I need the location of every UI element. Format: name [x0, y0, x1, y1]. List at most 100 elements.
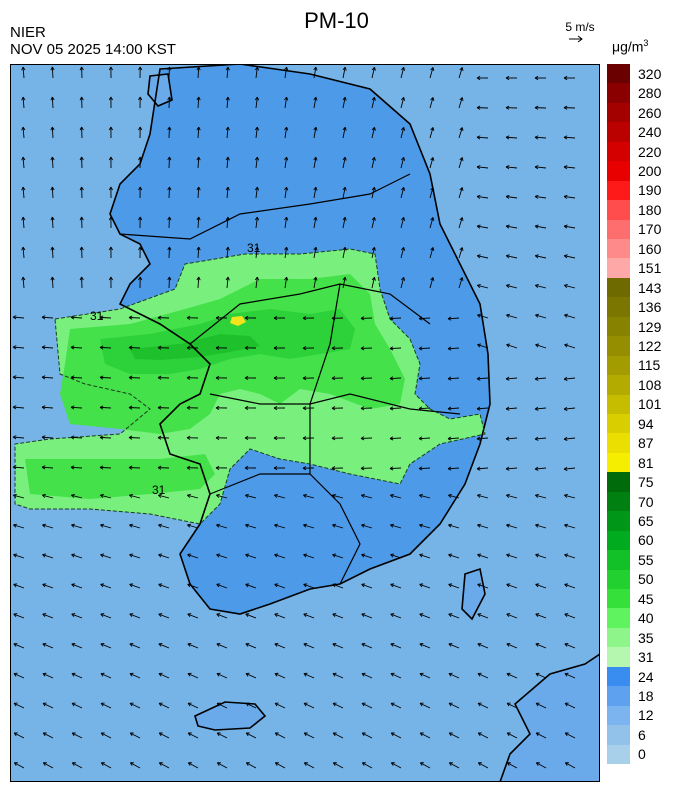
wind-vector-arrow-icon — [215, 345, 228, 350]
wind-vector-arrow-icon — [79, 126, 84, 139]
wind-vector-arrow-icon — [215, 435, 228, 440]
wind-vector-arrow-icon — [244, 435, 257, 441]
wind-vector-arrow-icon — [244, 405, 257, 411]
wind-vector-arrow-icon — [71, 553, 83, 559]
wind-vector-arrow-icon — [371, 276, 376, 289]
wind-vector-arrow-icon — [71, 613, 83, 619]
pm10-hotspot-81 — [230, 316, 246, 326]
wind-vector-arrow-icon — [274, 523, 286, 529]
wind-vector-arrow-icon — [187, 762, 199, 769]
wind-vector-arrow-icon — [158, 493, 170, 499]
wind-vector-arrow-icon — [429, 127, 435, 139]
wind-vector-arrow-icon — [418, 406, 431, 411]
legend-swatch — [607, 336, 630, 357]
wind-vector-arrow-icon — [187, 613, 199, 619]
wind-vector-arrow-icon — [371, 186, 376, 199]
legend-label: 280 — [638, 85, 662, 102]
wind-vector-arrow-icon — [100, 672, 112, 679]
wind-vector-arrow-icon — [313, 216, 318, 229]
legend-label: 12 — [638, 707, 654, 724]
wind-vector-arrow-icon — [21, 276, 26, 289]
wind-vector-arrow-icon — [186, 315, 199, 320]
legend-label: 81 — [638, 454, 654, 471]
wind-vector-arrow-icon — [400, 217, 406, 229]
wind-vector-arrow-icon — [476, 105, 489, 110]
wind-vector-arrow-icon — [71, 583, 83, 589]
wind-vector-arrow-icon — [128, 375, 141, 380]
contour-label-north: 31 — [90, 309, 104, 323]
wind-vector-arrow-icon — [245, 762, 257, 769]
wind-vector-arrow-icon — [458, 187, 464, 199]
legend-label: 55 — [638, 551, 654, 568]
ulleung-east-land — [462, 569, 485, 619]
wind-vector-arrow-icon — [371, 126, 376, 139]
wind-vector-arrow-icon — [13, 702, 25, 709]
wind-vector-arrow-icon — [167, 66, 172, 79]
wind-reference-label: 5 m/s — [565, 20, 595, 34]
wind-reference-arrow-icon — [569, 35, 583, 43]
wind-vector-arrow-icon — [390, 702, 402, 709]
wind-vector-arrow-icon — [79, 246, 84, 259]
wind-vector-arrow-icon — [332, 732, 344, 739]
wind-vector-arrow-icon — [389, 466, 402, 471]
provincial-boundary-central — [189, 283, 431, 345]
wind-vector-arrow-icon — [225, 96, 230, 109]
legend-label: 87 — [638, 435, 654, 452]
wind-vector-arrow-icon — [447, 346, 460, 351]
legend-swatch — [607, 647, 630, 668]
wind-vector-arrow-icon — [361, 642, 373, 649]
wind-vector-arrow-icon — [21, 186, 26, 199]
legend-label: 136 — [638, 299, 662, 316]
wind-vector-arrow-icon — [534, 406, 547, 411]
wind-vector-arrow-icon — [138, 66, 143, 79]
wind-vector-arrow-icon — [361, 613, 373, 619]
wind-vector-arrow-icon — [418, 466, 431, 471]
wind-vector-arrow-icon — [244, 345, 257, 351]
wind-vector-arrow-icon — [419, 732, 431, 739]
wind-vector-arrow-icon — [13, 553, 25, 559]
northwest-island-coastline — [147, 73, 173, 107]
wind-vector-arrow-icon — [477, 583, 489, 589]
wind-vector-arrow-icon — [196, 96, 201, 109]
legend-label: 240 — [638, 124, 662, 141]
wind-vector-arrow-icon — [50, 96, 55, 109]
wind-vector-arrow-icon — [360, 436, 373, 441]
wind-vector-arrow-icon — [564, 762, 576, 769]
wind-vector-arrow-icon — [505, 436, 518, 441]
wind-vector-arrow-icon — [313, 96, 318, 109]
wind-vector-arrow-icon — [21, 66, 26, 79]
wind-vector-arrow-icon — [342, 216, 347, 229]
wind-vector-arrow-icon — [216, 553, 228, 559]
wind-vector-arrow-icon — [71, 702, 83, 709]
wind-vector-arrow-icon — [129, 672, 141, 679]
wind-vector-arrow-icon — [100, 702, 112, 709]
wind-vector-arrow-icon — [313, 246, 318, 259]
wind-vector-arrow-icon — [564, 613, 576, 619]
wind-vector-arrow-icon — [274, 613, 286, 619]
wind-vector-arrow-icon — [535, 493, 547, 499]
wind-vector-arrow-icon — [476, 135, 489, 140]
legend-swatch — [607, 608, 630, 629]
wind-vector-arrow-icon — [187, 672, 199, 679]
wind-vector-arrow-icon — [564, 702, 576, 709]
wind-vector-arrow-icon — [313, 126, 318, 139]
wind-vector-arrow-icon — [534, 165, 547, 170]
wind-vector-arrow-icon — [245, 613, 257, 619]
wind-vector-arrow-icon — [21, 246, 26, 259]
wind-vector-arrow-icon — [158, 642, 170, 649]
wind-vector-arrow-icon — [129, 553, 141, 559]
legend-swatch — [607, 375, 630, 396]
wind-vector-arrow-icon — [187, 583, 199, 589]
wind-vector-arrow-icon — [129, 732, 141, 739]
wind-vector-arrow-icon — [225, 156, 230, 169]
wind-vector-arrow-icon — [128, 315, 141, 320]
wind-vector-arrow-icon — [361, 493, 373, 499]
wind-vector-arrow-icon — [535, 313, 547, 319]
wind-vector-arrow-icon — [284, 96, 289, 109]
wind-vector-arrow-icon — [534, 135, 547, 140]
wind-vector-arrow-icon — [458, 97, 464, 109]
wind-vector-arrow-icon — [535, 672, 547, 679]
wind-vector-arrow-icon — [313, 156, 318, 169]
wind-vector-arrow-icon — [225, 276, 230, 289]
jeju-island-land — [195, 702, 265, 730]
